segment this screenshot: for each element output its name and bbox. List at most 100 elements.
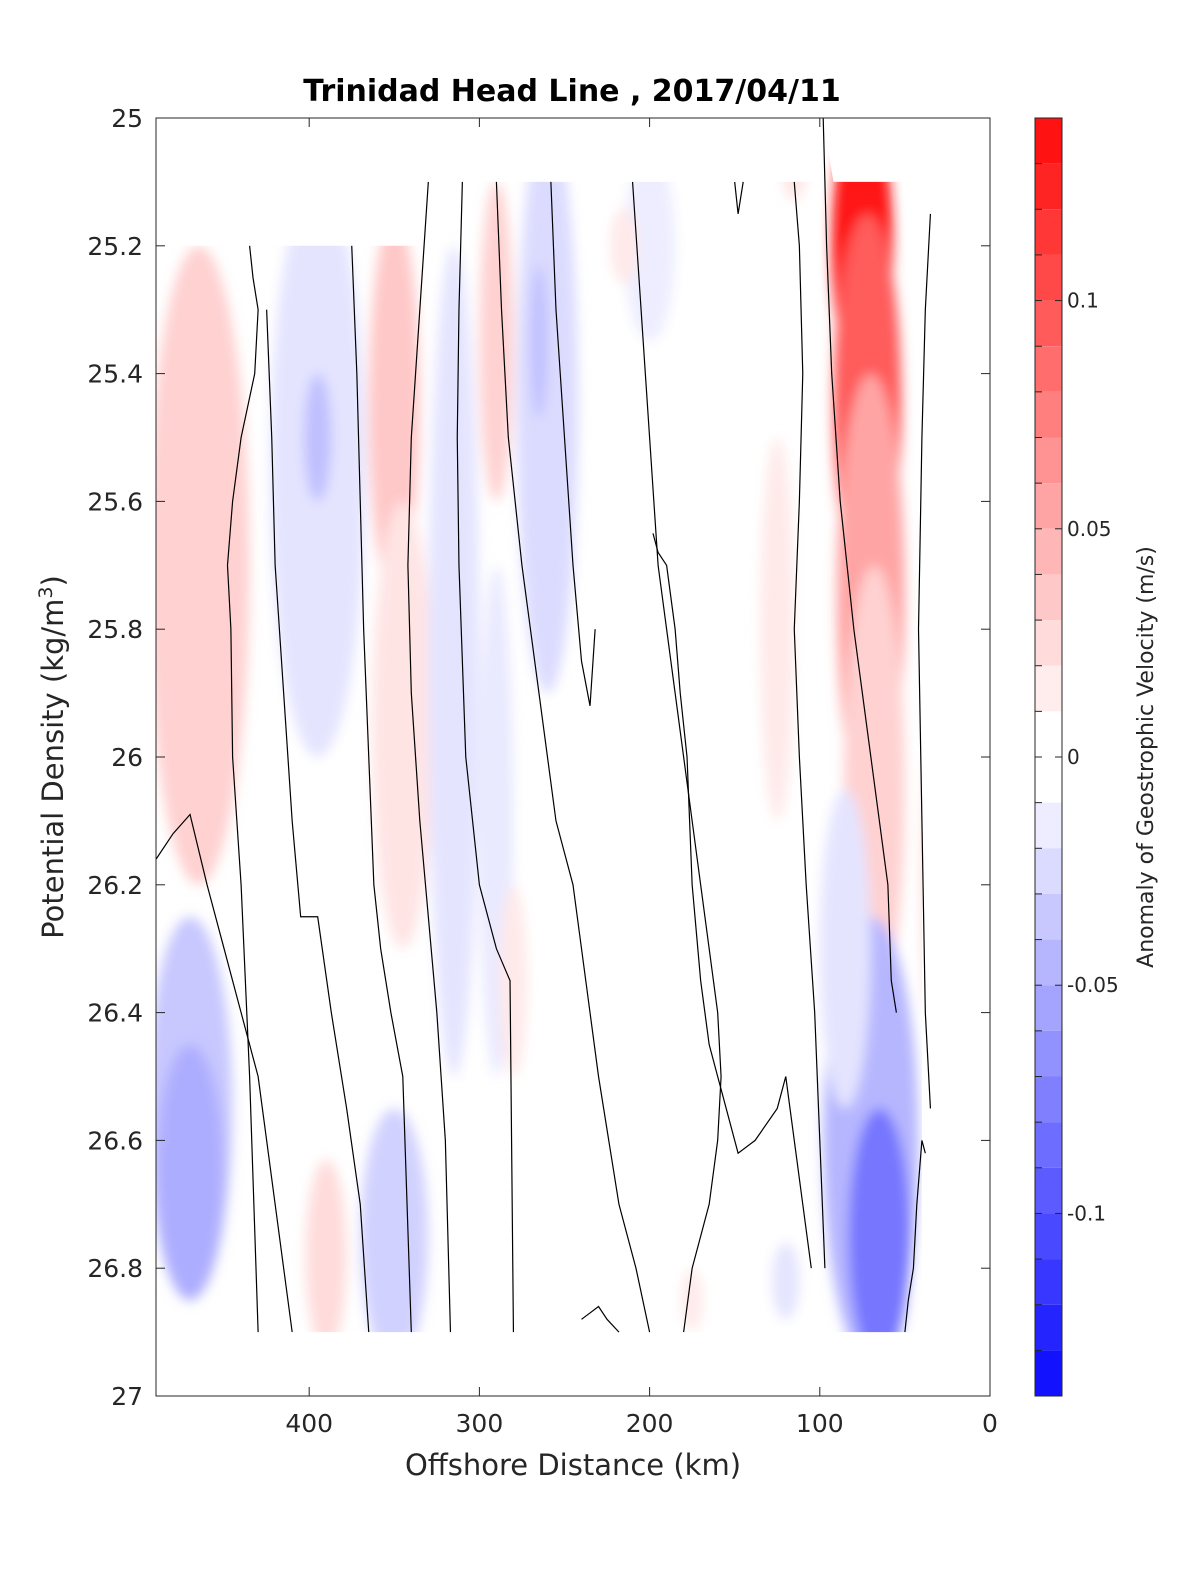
colorbar-swatch-25 xyxy=(1035,1259,1062,1305)
contour-line-3 xyxy=(351,245,412,1333)
y-tick-label-5: 26 xyxy=(111,743,143,772)
contour-line-5 xyxy=(456,181,515,1333)
contour-line-15 xyxy=(581,1305,620,1333)
colorbar-tick-label-2: 0 xyxy=(1067,745,1080,769)
colorbar-swatch-27 xyxy=(1035,1350,1062,1396)
colorbar-swatch-5 xyxy=(1035,346,1062,392)
y-tick-label-8: 26.6 xyxy=(87,1126,143,1155)
masked-region-0 xyxy=(156,1332,990,1396)
contour-line-2 xyxy=(266,309,370,1333)
x-tick-label-0: 400 xyxy=(285,1409,333,1438)
anomaly-region-20 xyxy=(156,1044,225,1301)
contour-line-1 xyxy=(226,245,259,1333)
anomaly-fill-layer xyxy=(156,118,938,1365)
anomaly-region-7 xyxy=(479,181,514,502)
x-axis-label: Offshore Distance (km) xyxy=(405,1448,741,1482)
y-axis-label-superscript: 3 xyxy=(35,586,57,598)
colorbar-ticks: 0.1 0.05 0 -0.05 -0.1 xyxy=(1055,289,1119,1225)
colorbar-swatch-26 xyxy=(1035,1304,1062,1351)
colorbar-swatch-4 xyxy=(1035,300,1062,347)
anomaly-region-11 xyxy=(610,207,638,285)
colorbar-swatch-13 xyxy=(1035,711,1062,757)
anomaly-region-29 xyxy=(681,1268,703,1333)
colorbar-swatch-6 xyxy=(1035,391,1062,438)
contour-line-12 xyxy=(822,118,897,1013)
colorbar-swatch-19 xyxy=(1035,985,1062,1031)
missing-data-mask xyxy=(156,118,990,1396)
contour-lines xyxy=(156,118,932,1333)
colorbar-tick-label-4: -0.1 xyxy=(1067,1201,1106,1225)
contour-line-0 xyxy=(156,813,293,1333)
y-tick-label-2: 25.4 xyxy=(87,360,143,389)
anomaly-region-24 xyxy=(305,1159,347,1352)
anomaly-region-13 xyxy=(760,437,795,821)
contour-line-14 xyxy=(904,1140,926,1333)
x-tick-label-3: 100 xyxy=(796,1409,844,1438)
anomaly-region-28 xyxy=(772,1242,800,1320)
y-tick-label-7: 26.4 xyxy=(87,999,143,1028)
contour-line-13 xyxy=(917,213,932,1109)
colorbar-swatch-3 xyxy=(1035,254,1062,301)
anomaly-region-27 xyxy=(819,788,871,1109)
anomaly-region-3 xyxy=(304,373,332,502)
x-axis-ticks: 400 300 200 100 0 xyxy=(285,118,998,1438)
colorbar-tick-label-1: 0.05 xyxy=(1067,517,1112,541)
y-axis-label: Potential Density (kg/m3) xyxy=(35,575,70,939)
anomaly-region-8 xyxy=(516,118,579,694)
anomaly-region-23 xyxy=(499,884,528,1077)
colorbar-tick-label-3: -0.05 xyxy=(1067,973,1119,997)
anomaly-region-6 xyxy=(428,245,480,1077)
plot-area: 400 300 200 100 0 25 25.2 25.4 25.6 25.8 26 26.2 26… xyxy=(87,104,998,1438)
colorbar-swatch-11 xyxy=(1035,620,1062,666)
colorbar-swatch-10 xyxy=(1035,574,1062,621)
colorbar: 0.1 0.05 0 -0.05 -0.1 Anomaly of Geostrophic… xyxy=(1034,117,1159,1397)
y-tick-label-1: 25.2 xyxy=(87,232,143,261)
masked-region-1 xyxy=(156,118,990,1396)
y-tick-label-6: 26.2 xyxy=(87,871,143,900)
colorbar-tick-label-0: 0.1 xyxy=(1067,289,1099,313)
contour-line-9 xyxy=(652,533,812,1269)
anomaly-region-1 xyxy=(156,245,250,885)
y-tick-label-3: 25.6 xyxy=(87,487,143,516)
colorbar-swatch-15 xyxy=(1035,802,1062,849)
colorbar-swatch-22 xyxy=(1035,1122,1062,1168)
colorbar-label: Anomaly of Geostrophic Velocity (m/s) xyxy=(1134,546,1159,968)
x-tick-label-4: 0 xyxy=(982,1409,998,1438)
y-axis-label-suffix: ) xyxy=(36,575,70,586)
colorbar-swatch-7 xyxy=(1035,437,1062,484)
anomaly-region-10 xyxy=(624,149,676,342)
x-tick-label-1: 300 xyxy=(456,1409,504,1438)
colorbar-swatch-8 xyxy=(1035,483,1062,529)
contour-line-7 xyxy=(550,181,596,706)
colorbar-swatch-23 xyxy=(1035,1167,1062,1214)
contour-line-6 xyxy=(495,181,651,1333)
contour-line-4 xyxy=(407,181,452,1333)
colorbar-swatch-16 xyxy=(1035,848,1062,894)
x-tick-label-2: 200 xyxy=(626,1409,674,1438)
colorbar-swatch-20 xyxy=(1035,1030,1062,1077)
anomaly-region-26 xyxy=(848,1108,911,1365)
colorbar-swatch-14 xyxy=(1035,757,1062,803)
y-tick-label-4: 25.8 xyxy=(87,615,143,644)
anomaly-region-5 xyxy=(372,501,434,949)
y-tick-label-10: 27 xyxy=(111,1382,143,1411)
contour-line-8 xyxy=(631,181,722,1333)
colorbar-swatch-9 xyxy=(1035,528,1062,575)
colorbar-swatch-1 xyxy=(1035,163,1062,210)
colorbar-swatch-0 xyxy=(1035,118,1062,164)
colorbar-swatch-17 xyxy=(1035,893,1062,940)
colorbar-swatch-18 xyxy=(1035,939,1062,986)
y-tick-label-9: 26.8 xyxy=(87,1254,143,1283)
contour-line-10 xyxy=(734,181,744,214)
y-axis-ticks: 25 25.2 25.4 25.6 25.8 26 26.2 26.4 26.6 26.8 27 xyxy=(87,104,990,1411)
y-tick-label-0: 25 xyxy=(111,104,143,133)
colorbar-swatch-12 xyxy=(1035,665,1062,712)
colorbar-swatch-2 xyxy=(1035,209,1062,255)
chart-title: Trinidad Head Line , 2017/04/11 xyxy=(303,74,840,109)
anomaly-region-21 xyxy=(360,1108,429,1365)
contour-line-11 xyxy=(793,181,826,1269)
anomaly-region-9 xyxy=(530,264,548,419)
colorbar-swatch-21 xyxy=(1035,1076,1062,1123)
colorbar-swatch-24 xyxy=(1035,1213,1062,1260)
